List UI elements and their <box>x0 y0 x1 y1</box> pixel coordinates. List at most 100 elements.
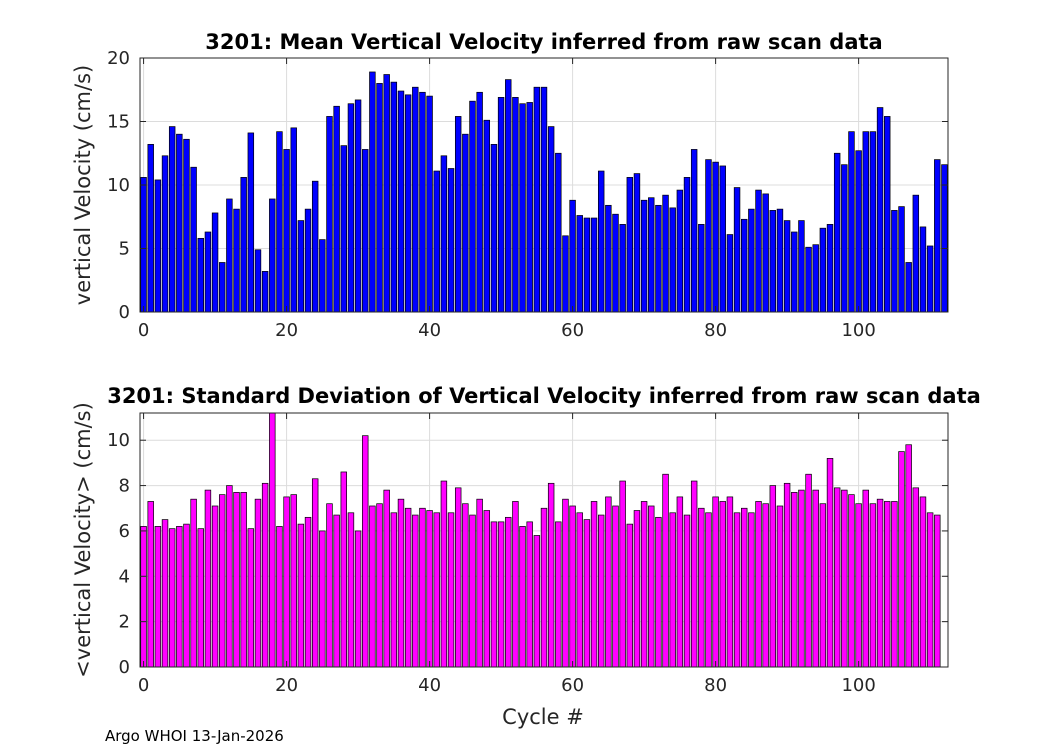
bar <box>690 480 698 668</box>
bar <box>362 149 369 313</box>
y-tick-label: 10 <box>107 430 130 451</box>
bar <box>290 494 297 668</box>
bar <box>390 81 398 313</box>
bar <box>183 138 190 313</box>
bar <box>233 492 240 668</box>
bar <box>698 507 705 668</box>
y-axis-label: vertical Velocity (cm/s) <box>71 65 95 305</box>
bar <box>676 496 684 668</box>
bar <box>655 516 662 668</box>
footer-credit: Argo WHOI 13-Jan-2026 <box>105 727 284 745</box>
y-tick-label: 20 <box>107 48 130 69</box>
y-tick-label: 0 <box>119 657 130 678</box>
bar <box>755 189 762 313</box>
bar <box>211 212 219 313</box>
bar <box>891 501 898 668</box>
bar <box>476 91 483 313</box>
bar <box>240 492 247 668</box>
bar <box>176 526 183 668</box>
bar <box>519 526 526 668</box>
bar <box>505 516 512 668</box>
bar <box>905 262 912 313</box>
bar <box>919 496 927 668</box>
bar <box>397 90 405 313</box>
bar <box>197 528 204 668</box>
bar <box>669 207 676 313</box>
x-tick-label: 60 <box>561 320 584 341</box>
bar <box>905 444 912 668</box>
y-tick-label: 10 <box>107 175 130 196</box>
bar <box>912 487 920 668</box>
bar <box>884 116 891 313</box>
bar <box>483 119 491 313</box>
bar <box>619 224 626 313</box>
bar <box>276 526 283 668</box>
bar <box>433 512 440 668</box>
bar <box>712 496 719 668</box>
bar <box>326 116 333 313</box>
bar <box>755 501 762 668</box>
bar <box>176 133 183 313</box>
y-tick-label: 4 <box>119 566 130 587</box>
bar <box>404 94 412 313</box>
bar <box>748 208 755 313</box>
bar <box>547 126 555 313</box>
bar <box>590 217 598 313</box>
bar <box>655 204 662 313</box>
bar <box>161 519 169 668</box>
x-tick-label: 80 <box>704 675 727 696</box>
bar <box>283 149 290 313</box>
bar <box>154 526 162 668</box>
bar <box>705 159 712 313</box>
bar <box>583 519 591 668</box>
x-tick-label: 0 <box>138 675 149 696</box>
bar <box>776 208 784 313</box>
bar <box>798 220 805 313</box>
bar <box>469 514 476 668</box>
bar <box>240 177 247 313</box>
bar <box>390 512 398 668</box>
bar <box>347 512 355 668</box>
bar <box>304 208 312 313</box>
bar <box>726 234 734 313</box>
bar <box>419 91 426 313</box>
bar <box>297 220 305 313</box>
bar <box>605 204 612 313</box>
x-tick-label: 20 <box>275 320 298 341</box>
bar <box>712 161 719 313</box>
bar <box>269 198 276 313</box>
y-tick-label: 15 <box>107 112 130 133</box>
mean-velocity-chart: 3201: Mean Vertical Velocity inferred fr… <box>71 30 949 341</box>
bar <box>533 535 541 668</box>
bar <box>934 514 941 668</box>
bar <box>633 173 641 313</box>
bar <box>419 507 426 668</box>
bar <box>748 512 755 668</box>
bar <box>190 498 197 668</box>
bar <box>226 485 233 668</box>
std-velocity-chart: 3201: Standard Deviation of Vertical Vel… <box>71 384 981 729</box>
bar <box>576 512 583 668</box>
bar <box>919 226 927 313</box>
bar <box>505 79 512 313</box>
bar <box>769 210 777 313</box>
bar <box>819 227 827 313</box>
bar <box>855 150 862 313</box>
bar <box>826 458 834 668</box>
bar <box>462 133 469 313</box>
bar <box>490 521 498 668</box>
bar <box>211 505 219 668</box>
bar <box>447 512 455 668</box>
bar <box>762 193 769 313</box>
bar <box>833 152 841 313</box>
bar <box>733 187 741 313</box>
bar <box>791 492 798 668</box>
bar <box>254 498 262 668</box>
x-axis-label: Cycle # <box>502 705 584 729</box>
bar <box>269 412 276 668</box>
bar <box>147 144 154 313</box>
bar <box>805 246 812 313</box>
bar <box>555 152 562 313</box>
bar <box>862 489 869 668</box>
bar <box>676 189 684 313</box>
